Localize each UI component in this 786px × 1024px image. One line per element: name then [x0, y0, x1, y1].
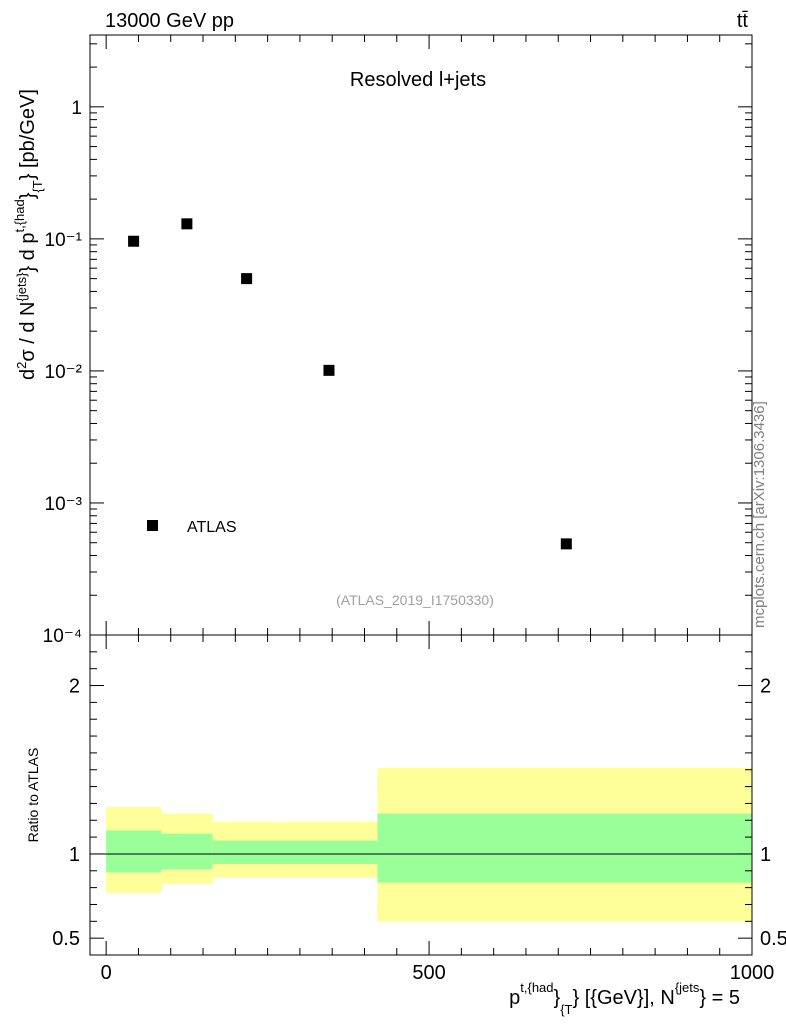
legend: ATLAS [147, 519, 237, 536]
main-axis-ticks [90, 35, 753, 636]
main-y-axis-label: d2σ / d N{jets}} d pt,{had}{T} [pb/GeV] [12, 89, 45, 380]
ratio-y-tick-label-right: 2 [760, 676, 771, 698]
stat-uncertainty-band [106, 830, 162, 873]
ratio-y-tick-label: 2 [69, 676, 80, 698]
x-axis-label: pt,{had}{T} [{GeV}], N{jets} = 5 [509, 980, 740, 1017]
main-title: Resolved l+jets [350, 69, 486, 91]
data-point [560, 538, 572, 550]
data-point [323, 364, 335, 376]
watermark: mcplots.cern.ch [arXiv:1306.3436] [751, 401, 768, 628]
data-point [128, 235, 140, 247]
ratio-frame [89, 634, 753, 956]
data-point [241, 273, 253, 285]
stat-uncertainty-band [212, 840, 281, 865]
ratio-y-axis-label: Ratio to ATLAS [25, 748, 41, 843]
legend-label: ATLAS [187, 519, 237, 536]
ratio-panel: 0.5 0.5 1 1 2 2 0 500 1000 Ratio to ATLAS pt,{h… [25, 634, 786, 1017]
process-label: tt̄ [737, 10, 749, 32]
ratio-bands [106, 768, 752, 922]
legend-marker [147, 520, 158, 531]
energy-label: 13000 GeV pp [105, 10, 234, 32]
x-tick-label: 0 [101, 962, 112, 984]
ratio-y-tick-label-right: 1 [760, 844, 771, 866]
stat-uncertainty-band [161, 833, 213, 870]
ratio-y-tick-label-right: 0.5 [760, 928, 786, 950]
main-panel: 10⁻⁴ 10⁻³ 10⁻² 10⁻¹ 1 Resolved l+jets (ATLAS… [12, 34, 753, 647]
main-frame [89, 34, 753, 636]
ratio-axis-ticks [90, 634, 753, 956]
data-points [128, 218, 572, 550]
ratio-y-tick-labels: 0.5 0.5 1 1 2 2 [52, 676, 786, 951]
main-y-tick-label: 1 [71, 98, 82, 119]
data-point [181, 218, 193, 230]
ratio-y-tick-label: 1 [69, 844, 80, 866]
main-y-tick-label: 10⁻¹ [45, 230, 83, 251]
stat-uncertainty-band [377, 813, 752, 883]
x-tick-labels: 0 500 1000 [101, 962, 775, 984]
analysis-id-label: (ATLAS_2019_I1750330) [336, 592, 494, 608]
x-tick-label: 1000 [730, 962, 775, 984]
main-y-tick-label: 10⁻⁴ [43, 626, 82, 647]
stat-uncertainty-band [280, 840, 378, 865]
x-tick-label: 500 [412, 962, 445, 984]
main-y-tick-label: 10⁻³ [45, 494, 83, 515]
main-y-tick-label: 10⁻² [45, 362, 83, 383]
main-y-tick-labels: 10⁻⁴ 10⁻³ 10⁻² 10⁻¹ 1 [43, 98, 82, 647]
ratio-y-tick-label: 0.5 [52, 928, 80, 950]
